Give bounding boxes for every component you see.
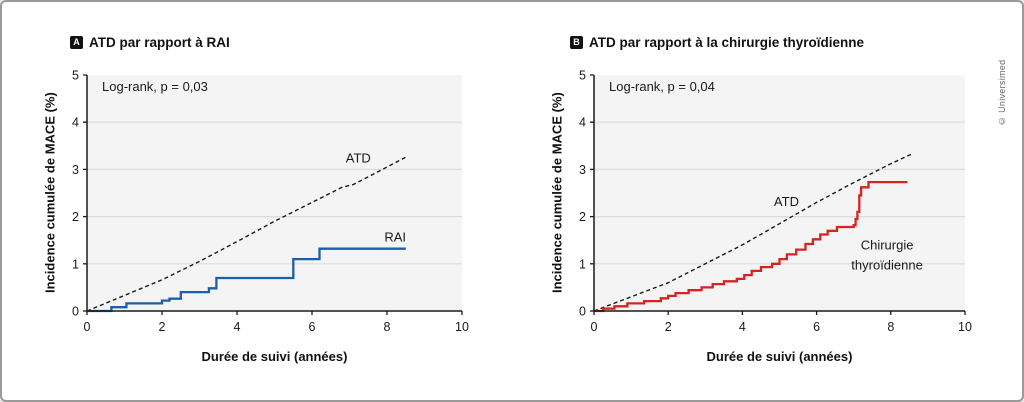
x-tick-label: 6 xyxy=(813,320,820,334)
panel-a-title: ATD par rapport à RAI xyxy=(89,35,230,50)
x-tick-label: 10 xyxy=(455,320,469,334)
panel-a-title-row: A ATD par rapport à RAI xyxy=(70,35,230,50)
plot-background xyxy=(87,75,462,311)
y-tick-label: 3 xyxy=(72,163,79,177)
panel-b-title-row: B ATD par rapport à la chirurgie thyroïd… xyxy=(570,35,864,50)
series-label-chirurgie-thyro-dienne: Chirurgie xyxy=(861,238,914,253)
x-tick-label: 4 xyxy=(739,320,746,334)
panel-b-letter-badge: B xyxy=(570,36,583,49)
y-tick-label: 4 xyxy=(72,116,79,130)
y-tick-label: 5 xyxy=(72,69,79,83)
y-tick-label: 0 xyxy=(72,305,79,319)
x-tick-label: 8 xyxy=(887,320,894,334)
x-tick-label: 2 xyxy=(665,320,672,334)
x-tick-label: 10 xyxy=(958,320,972,334)
panel-b-logrank-annotation: Log-rank, p = 0,04 xyxy=(609,79,715,94)
x-tick-label: 0 xyxy=(591,320,598,334)
panel-b-title: ATD par rapport à la chirurgie thyroïdie… xyxy=(589,35,865,50)
y-tick-label: 5 xyxy=(579,69,586,83)
series-label-atd: ATD xyxy=(774,194,799,209)
y-tick-label: 1 xyxy=(579,257,586,271)
panel-a-x-axis-title: Durée de suivi (années) xyxy=(201,349,348,364)
panel-a-letter-badge: A xyxy=(70,36,83,49)
y-tick-label: 2 xyxy=(579,210,586,224)
series-label-chirurgie-thyro-dienne: thyroïdienne xyxy=(851,258,923,273)
series-line-rai xyxy=(87,247,406,313)
panel-a-y-axis-title: Incidence cumulée de MACE (%) xyxy=(42,92,58,294)
panel-a-logrank-annotation: Log-rank, p = 0,03 xyxy=(102,79,208,94)
series-line-chirurgie-thyro-dienne xyxy=(594,180,908,313)
y-tick-label: 0 xyxy=(579,305,586,319)
series-line-atd xyxy=(593,153,912,312)
y-tick-label: 4 xyxy=(579,116,586,130)
x-tick-label: 0 xyxy=(84,320,91,334)
x-tick-label: 6 xyxy=(309,320,316,334)
series-label-atd: ATD xyxy=(346,150,371,165)
x-tick-label: 2 xyxy=(159,320,166,334)
plot-background xyxy=(594,75,965,311)
y-tick-label: 3 xyxy=(579,163,586,177)
panel-b-y-axis-title: Incidence cumulée de MACE (%) xyxy=(549,92,565,294)
series-label-rai: RAI xyxy=(384,230,406,245)
panel-b-x-axis-title: Durée de suivi (années) xyxy=(706,349,853,364)
x-tick-label: 8 xyxy=(384,320,391,334)
publisher-credit: © Universimed xyxy=(997,59,1007,126)
y-tick-label: 2 xyxy=(72,210,79,224)
y-tick-label: 1 xyxy=(72,257,79,271)
x-tick-label: 4 xyxy=(234,320,241,334)
